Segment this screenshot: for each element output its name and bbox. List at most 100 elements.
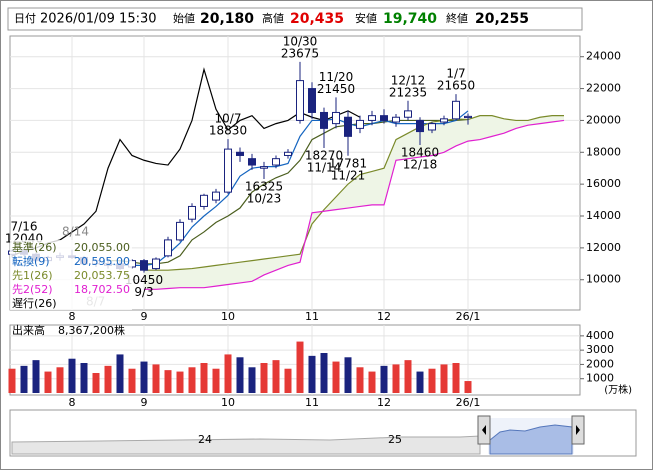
volume-bar bbox=[332, 361, 340, 393]
high-value: 21235 bbox=[389, 85, 427, 99]
volume-bar bbox=[344, 357, 352, 393]
low-date: 9/3 bbox=[134, 285, 153, 299]
indicator-line bbox=[144, 119, 565, 290]
navigator-selected-area bbox=[489, 424, 573, 455]
x-tick-label: 8 bbox=[69, 396, 76, 409]
header-label: 終値 bbox=[446, 11, 468, 25]
volume-bar bbox=[92, 373, 100, 393]
x-tick-label: 10 bbox=[221, 396, 235, 409]
x-tick-label: 11 bbox=[305, 310, 319, 323]
date: 2026/01/09 15:30 bbox=[40, 12, 157, 27]
y-tick-label: 12000 bbox=[586, 241, 621, 254]
volume-bar bbox=[140, 361, 148, 393]
y-tick-label: 1000 bbox=[586, 372, 614, 385]
high-date: 7/16 bbox=[11, 220, 38, 234]
volume-bar bbox=[104, 365, 112, 393]
header-value: 20,435 bbox=[290, 11, 344, 27]
volume-bar bbox=[56, 367, 64, 393]
candle-body bbox=[356, 119, 364, 129]
low-date: 10/23 bbox=[247, 191, 282, 205]
candle-body bbox=[188, 205, 196, 220]
volume-bar bbox=[8, 368, 16, 393]
high-date: 12/12 bbox=[391, 73, 426, 87]
volume-bar bbox=[152, 364, 160, 393]
y-tick-label: 16000 bbox=[586, 177, 621, 190]
high-date: 1/7 bbox=[446, 67, 465, 81]
volume-bar bbox=[212, 368, 220, 393]
candle-body bbox=[164, 239, 172, 257]
x-tick-label: 9 bbox=[141, 310, 148, 323]
volume-bar bbox=[404, 360, 412, 393]
legend-box bbox=[10, 240, 132, 310]
legend-name: 先1(26) bbox=[12, 269, 53, 282]
low-date: 11/14 bbox=[307, 160, 342, 174]
volume-bar bbox=[392, 364, 400, 393]
x-tick-label: 10 bbox=[221, 310, 235, 323]
y-tick-label: 3000 bbox=[586, 343, 614, 356]
candle-body bbox=[368, 115, 376, 121]
volume-bar bbox=[224, 354, 232, 393]
candle-body bbox=[332, 111, 340, 125]
candle-body bbox=[200, 194, 208, 207]
candle-body bbox=[212, 191, 220, 201]
indicator-line bbox=[144, 115, 564, 271]
candle-body bbox=[260, 166, 268, 169]
x-tick-label: 12 bbox=[377, 310, 391, 323]
volume-bar bbox=[176, 371, 184, 393]
navigator-label: 25 bbox=[388, 433, 402, 446]
volume-bar bbox=[428, 368, 436, 393]
low-value: 10450 bbox=[125, 273, 163, 287]
volume-bar bbox=[320, 353, 328, 393]
header-box bbox=[7, 7, 583, 31]
volume-bar bbox=[368, 371, 376, 393]
volume-bar bbox=[80, 363, 88, 393]
header-value: 20,180 bbox=[200, 11, 254, 27]
legend-value: 20,595.00 bbox=[74, 255, 130, 268]
legend-name: 基準(26) bbox=[12, 240, 57, 254]
x-tick-label: 8 bbox=[69, 310, 76, 323]
volume-bar bbox=[164, 370, 172, 393]
candle-body bbox=[284, 151, 292, 156]
candle-body bbox=[416, 119, 424, 133]
x-tick-label: 26/1 bbox=[456, 310, 481, 323]
legend-name: 先2(52) bbox=[12, 283, 53, 296]
candle-body bbox=[272, 158, 280, 166]
volume-bar bbox=[308, 355, 316, 393]
y-tick-label: 10000 bbox=[586, 273, 621, 286]
y-tick-label: 18000 bbox=[586, 145, 621, 158]
candle-body bbox=[464, 115, 472, 119]
candle-body bbox=[320, 111, 328, 129]
candle-body bbox=[440, 118, 448, 123]
candle-body bbox=[296, 80, 304, 121]
candle-body bbox=[404, 110, 412, 118]
legend-value: 18,702.50 bbox=[74, 283, 130, 296]
x-tick-label: 9 bbox=[141, 396, 148, 409]
handle-arrow bbox=[482, 425, 486, 435]
volume-bar bbox=[128, 368, 136, 393]
navigator bbox=[9, 409, 637, 457]
high-date: 10/30 bbox=[283, 34, 318, 48]
navigator-label: 24 bbox=[198, 433, 212, 446]
navigator-area bbox=[11, 435, 481, 455]
volume-bar bbox=[44, 371, 52, 393]
low-value: 16325 bbox=[245, 179, 283, 193]
candle-body bbox=[380, 115, 388, 121]
candle-body bbox=[152, 258, 160, 270]
volume-bar bbox=[452, 363, 460, 393]
volume-bar bbox=[296, 341, 304, 393]
candle-body bbox=[236, 151, 244, 156]
low-value: 18270 bbox=[305, 148, 343, 162]
volume-bar bbox=[32, 360, 40, 393]
header-value: 19,740 bbox=[383, 11, 437, 27]
volume-bar bbox=[464, 381, 472, 393]
legend-name: 転換(9) bbox=[12, 255, 50, 268]
header-label: 高値 bbox=[262, 11, 284, 25]
handle-arrow bbox=[576, 425, 580, 435]
high-date: 11/20 bbox=[319, 70, 354, 84]
high-value: 23675 bbox=[281, 46, 319, 60]
date-label: 日付 bbox=[14, 12, 36, 25]
header-label: 安値 bbox=[355, 11, 377, 25]
candle-body bbox=[224, 148, 232, 193]
cloud bbox=[144, 115, 564, 290]
